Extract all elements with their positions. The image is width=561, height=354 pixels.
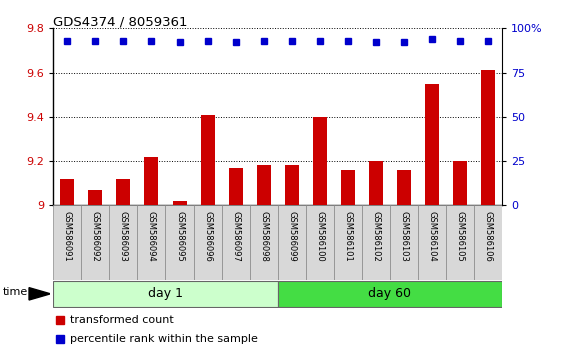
Bar [425, 84, 439, 205]
Text: GSM586103: GSM586103 [399, 211, 408, 262]
Bar [453, 161, 467, 205]
Bar [306, 205, 334, 280]
Text: GSM586106: GSM586106 [484, 211, 493, 262]
Bar [116, 179, 130, 205]
Text: time: time [3, 287, 28, 297]
Bar [397, 170, 411, 205]
Bar [173, 201, 186, 205]
Text: day 60: day 60 [369, 287, 411, 300]
Text: transformed count: transformed count [70, 315, 174, 325]
Bar [446, 205, 474, 280]
Bar [369, 161, 383, 205]
Text: GSM586096: GSM586096 [203, 211, 212, 262]
Bar [137, 205, 165, 280]
Bar [341, 170, 355, 205]
Bar [250, 205, 278, 280]
Bar [109, 205, 137, 280]
Text: GSM586099: GSM586099 [287, 211, 296, 262]
Bar [256, 165, 270, 205]
Bar [390, 205, 418, 280]
Bar [222, 205, 250, 280]
Text: GSM586097: GSM586097 [231, 211, 240, 262]
Bar [194, 205, 222, 280]
Bar [81, 205, 109, 280]
Text: GSM586105: GSM586105 [456, 211, 465, 262]
Text: GSM586104: GSM586104 [427, 211, 436, 262]
Text: GSM586102: GSM586102 [371, 211, 380, 262]
Bar [481, 70, 495, 205]
Text: day 1: day 1 [148, 287, 183, 300]
Bar [88, 190, 102, 205]
Bar [53, 205, 81, 280]
Bar [362, 205, 390, 280]
Text: GSM586098: GSM586098 [259, 211, 268, 262]
Text: GSM586091: GSM586091 [63, 211, 72, 262]
Bar [278, 281, 502, 307]
Bar [53, 281, 278, 307]
Polygon shape [29, 287, 50, 300]
Text: GSM586093: GSM586093 [119, 211, 128, 262]
Bar [334, 205, 362, 280]
Text: GDS4374 / 8059361: GDS4374 / 8059361 [53, 16, 188, 29]
Bar [165, 205, 194, 280]
Text: GSM586100: GSM586100 [315, 211, 324, 262]
Bar [229, 168, 242, 205]
Text: GSM586095: GSM586095 [175, 211, 184, 262]
Bar [284, 165, 298, 205]
Bar [60, 179, 74, 205]
Bar [474, 205, 502, 280]
Bar [200, 115, 214, 205]
Text: percentile rank within the sample: percentile rank within the sample [70, 333, 258, 344]
Bar [278, 205, 306, 280]
Bar [418, 205, 446, 280]
Bar [312, 117, 327, 205]
Text: GSM586092: GSM586092 [91, 211, 100, 262]
Text: GSM586094: GSM586094 [147, 211, 156, 262]
Text: GSM586101: GSM586101 [343, 211, 352, 262]
Bar [144, 156, 158, 205]
